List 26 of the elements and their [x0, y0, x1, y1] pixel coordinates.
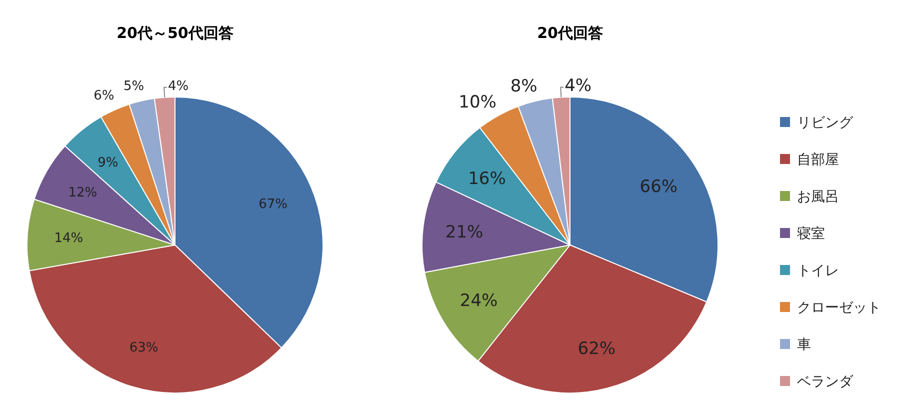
data-label: 62% [578, 339, 616, 360]
data-label: 4% [564, 76, 592, 96]
data-label: 8% [510, 76, 538, 97]
legend-label: リビング [797, 115, 854, 131]
data-label: 4% [168, 78, 189, 94]
data-label: 10% [458, 92, 496, 113]
data-label: 67% [258, 196, 288, 212]
data-label: 9% [98, 156, 118, 171]
data-label: 6% [94, 88, 114, 104]
legend-label: ベランダ [797, 374, 854, 390]
chart-title: 20代～50代回答 [116, 24, 234, 42]
chart-title: 20代回答 [537, 24, 603, 42]
legend-label: 自部屋 [797, 152, 839, 168]
legend-label: お風呂 [797, 189, 839, 205]
data-label: 66% [640, 176, 678, 197]
data-label: 16% [468, 169, 506, 190]
legend-label: トイレ [797, 263, 839, 279]
legend-label: 寝室 [797, 226, 825, 242]
data-label: 21% [445, 222, 484, 242]
data-label: 12% [68, 185, 98, 200]
data-label: 63% [129, 340, 158, 356]
data-label: 5% [123, 78, 144, 94]
data-label: 14% [54, 231, 84, 246]
legend-label: クローゼット [797, 300, 881, 316]
legend-label: 車 [797, 337, 811, 353]
data-label: 24% [460, 291, 498, 312]
